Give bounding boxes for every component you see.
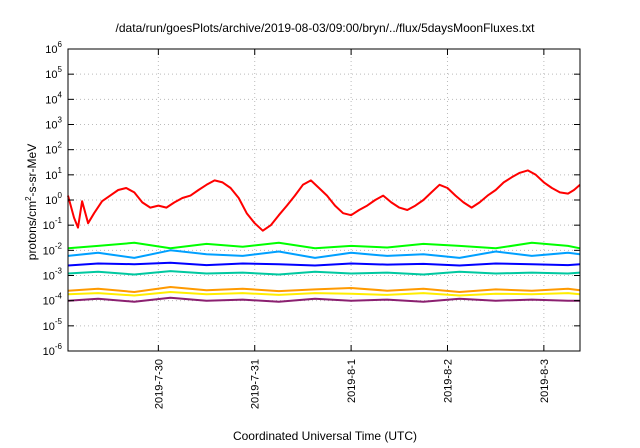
y-tick-exponent: 0 [58, 191, 63, 200]
y-tick-exponent: 2 [58, 141, 63, 150]
y-tick-base: 10 [43, 271, 55, 283]
x-tick-label: 2019-8-2 [442, 359, 454, 403]
y-tick-exponent: -6 [55, 342, 63, 351]
y-tick-label: 104 [45, 90, 62, 106]
series-line-6 [67, 286, 581, 293]
series-line-4 [67, 261, 581, 267]
x-tick-label: 2019-8-1 [346, 359, 358, 403]
y-tick-base: 10 [45, 120, 57, 132]
y-axis-label: protons/cm2-s-sr-MeV [24, 144, 39, 260]
y-tick-label: 101 [45, 166, 62, 182]
y-tick-exponent: -3 [55, 267, 63, 276]
x-tick-label: 2019-8-3 [539, 359, 551, 403]
x-tick-label: 2019-7-30 [153, 359, 165, 409]
y-tick-base: 10 [43, 346, 55, 358]
y-tick-base: 10 [43, 220, 55, 232]
y-tick-base: 10 [43, 321, 55, 333]
y-tick-label: 10-5 [43, 317, 63, 333]
x-axis-label: Coordinated Universal Time (UTC) [233, 429, 417, 443]
axis-ticks: 10-610-510-410-310-210-11001011021031041… [43, 40, 580, 409]
series-line-5 [67, 270, 581, 276]
y-tick-base: 10 [43, 296, 55, 308]
y-tick-base: 10 [45, 44, 57, 56]
y-tick-exponent: -5 [55, 317, 63, 326]
y-tick-label: 103 [45, 116, 62, 132]
y-tick-label: 10-1 [43, 216, 63, 232]
y-tick-label: 10-3 [43, 267, 63, 283]
y-tick-label: 10-2 [43, 241, 63, 257]
y-tick-exponent: -2 [55, 241, 63, 250]
y-tick-exponent: -4 [55, 292, 63, 301]
chart-title: /data/run/goesPlots/archive/2019-08-03/0… [116, 21, 536, 35]
y-tick-label: 10-4 [43, 292, 63, 308]
series-line-3 [67, 249, 581, 259]
x-tick-label: 2019-7-31 [250, 359, 262, 409]
y-axis-label-text: protons/cm [25, 201, 39, 260]
y-tick-label: 106 [45, 40, 62, 56]
y-tick-label: 105 [45, 65, 62, 81]
y-tick-exponent: 1 [58, 166, 63, 175]
y-tick-exponent: 5 [58, 65, 63, 74]
y-axis-label-superscript: 2 [24, 196, 33, 201]
series-line-7 [67, 291, 581, 297]
y-tick-base: 10 [45, 94, 57, 106]
series-line-2 [67, 241, 581, 250]
y-tick-base: 10 [45, 145, 57, 157]
y-axis-label-text: -s-sr-MeV [25, 144, 39, 197]
grid-lines [68, 49, 580, 351]
y-tick-exponent: 6 [58, 40, 63, 49]
series-line-1 [67, 169, 581, 232]
y-tick-base: 10 [45, 195, 57, 207]
y-tick-label: 100 [45, 191, 62, 207]
series-line-8 [67, 296, 580, 303]
y-tick-base: 10 [45, 170, 57, 182]
y-tick-label: 102 [45, 141, 62, 157]
y-tick-exponent: 4 [58, 90, 63, 99]
y-tick-base: 10 [45, 69, 57, 81]
y-tick-exponent: 3 [58, 116, 63, 125]
y-tick-label: 10-6 [43, 342, 63, 358]
y-tick-exponent: -1 [55, 216, 63, 225]
series-lines [67, 169, 581, 303]
y-tick-base: 10 [43, 245, 55, 257]
